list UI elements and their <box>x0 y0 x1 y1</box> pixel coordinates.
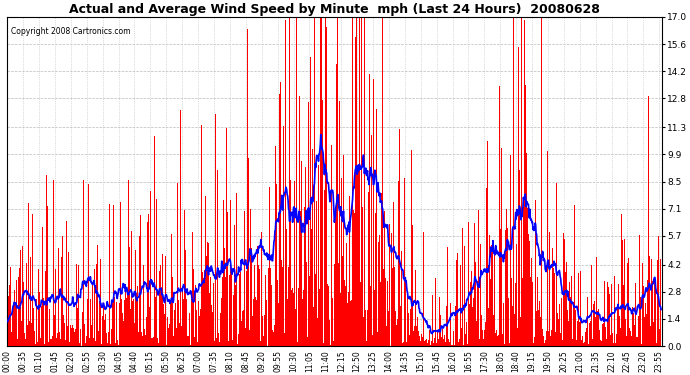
Text: Copyright 2008 Cartronics.com: Copyright 2008 Cartronics.com <box>10 27 130 36</box>
Title: Actual and Average Wind Speed by Minute  mph (Last 24 Hours)  20080628: Actual and Average Wind Speed by Minute … <box>69 3 600 16</box>
